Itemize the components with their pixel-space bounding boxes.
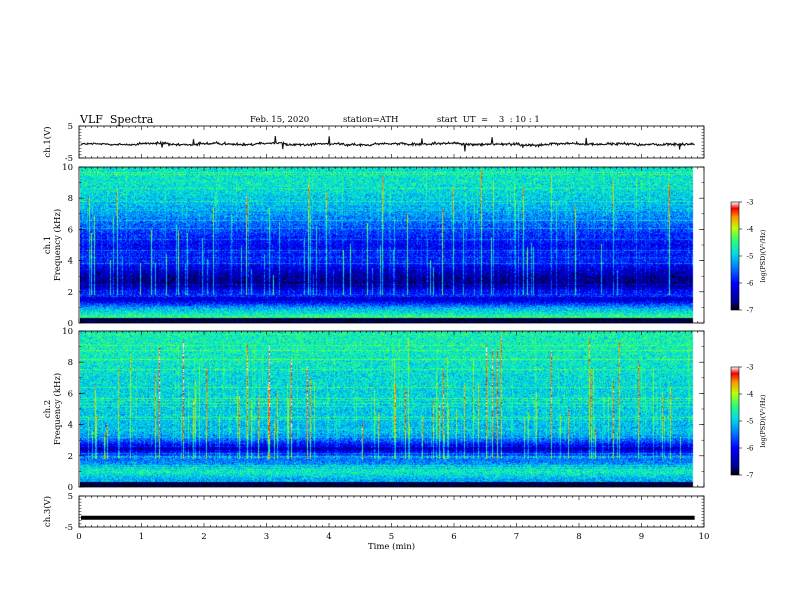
ch1-spectrogram-cb-tick-label: -4 xyxy=(747,226,754,234)
ch2-spectrogram-ylabel-line: ch.2 xyxy=(43,400,53,418)
ch1-spectrogram-colorbar xyxy=(730,201,740,311)
ch1-waveform-ytick-label: 5 xyxy=(68,122,73,132)
ch1-waveform-trace xyxy=(80,136,695,152)
ch2-spectrogram-cb-label-line: log(PSD)(V²/Hz) xyxy=(759,394,767,447)
x-tick-label: 5 xyxy=(389,532,394,542)
ch2-spectrogram-cb-tick-label: -5 xyxy=(747,418,754,426)
ch2-spectrogram-ylabel: ch.2 Frequency (kHz) xyxy=(43,373,63,445)
ch2-spectrogram-colorbar xyxy=(730,366,740,476)
ch2-spectrogram-ytick-label: 2 xyxy=(68,452,73,462)
ch2-spectrogram-heatmap xyxy=(80,331,700,487)
x-tick-label: 0 xyxy=(76,532,81,542)
x-tick-label: 4 xyxy=(326,532,331,542)
ch3-waveform-ylabel: ch.3(V) xyxy=(42,496,53,527)
figure-title: VLF Spectra xyxy=(80,113,154,126)
ch1-spectrogram-ytick-label: 4 xyxy=(68,257,73,267)
ch2-spectrogram-ylabel-line: Frequency (kHz) xyxy=(52,373,63,445)
ch1-spectrogram-cb-tick-label: -5 xyxy=(747,253,754,261)
ch1-waveform-ticks xyxy=(78,126,705,158)
ch1-spectrogram-cb-label: log(PSD)(V²/Hz) xyxy=(759,229,767,282)
ch3-waveform-ytick-label: -5 xyxy=(65,523,73,533)
x-axis-label: Time (min) xyxy=(368,541,415,552)
ch2-spectrogram-cb-tick-label: -4 xyxy=(747,391,754,399)
ch1-spectrogram-ytick-label: 8 xyxy=(68,194,73,204)
ch3-waveform-ytick-label: 5 xyxy=(68,492,73,502)
ch1-waveform-ylabel-line: ch.1(V) xyxy=(42,126,53,157)
x-tick-label: 6 xyxy=(451,532,456,542)
station-label: station=ATH xyxy=(343,115,399,125)
x-tick-label: 1 xyxy=(139,532,144,542)
ch1-spectrogram-cb-label-line: log(PSD)(V²/Hz) xyxy=(759,229,767,282)
ch3-waveform-frame xyxy=(78,495,705,528)
x-tick-label: 10 xyxy=(699,532,710,542)
date-label: Feb. 15, 2020 xyxy=(250,115,310,125)
ch1-spectrogram-cb-tick-label: -7 xyxy=(747,307,754,315)
ch1-waveform-ytick-label: -5 xyxy=(65,154,73,164)
ch2-spectrogram-ticks xyxy=(78,331,705,487)
ch1-spectrogram-ytick-label: 0 xyxy=(68,319,73,329)
ch1-waveform-frame xyxy=(78,125,705,159)
x-tick-label: 3 xyxy=(264,532,269,542)
ch1-spectrogram-ylabel: ch.1 Frequency (kHz) xyxy=(43,209,63,281)
ch2-spectrogram-cb-tick-label: -7 xyxy=(747,472,754,480)
ch2-spectrogram-cb-tick-label: -6 xyxy=(747,445,754,453)
ch2-spectrogram-ytick-label: 0 xyxy=(68,483,73,493)
ch3-waveform-ticks xyxy=(78,496,705,527)
ch1-spectrogram-heatmap xyxy=(80,167,700,323)
ch1-waveform-ylabel: ch.1(V) xyxy=(42,126,53,157)
ch1-spectrogram-ticks xyxy=(78,167,705,323)
ch2-spectrogram-ytick-label: 4 xyxy=(68,421,73,431)
ch2-spectrogram-cb-label: log(PSD)(V²/Hz) xyxy=(759,394,767,447)
ch2-spectrogram-ytick-label: 6 xyxy=(68,389,73,399)
ch1-spectrogram-ylabel-line: Frequency (kHz) xyxy=(52,209,63,281)
start-time-label: start UT = 3 : 10 : 1 xyxy=(437,115,540,125)
ch1-spectrogram-cb-tick-label: -3 xyxy=(747,199,754,207)
ch1-spectrogram-ytick-label: 10 xyxy=(62,163,73,173)
ch2-spectrogram-ytick-label: 8 xyxy=(68,358,73,368)
ch3-waveform-ylabel-line: ch.3(V) xyxy=(42,496,53,527)
x-tick-label: 7 xyxy=(514,532,519,542)
x-tick-label: 8 xyxy=(576,532,581,542)
ch2-spectrogram-cb-tick-label: -3 xyxy=(747,364,754,372)
ch1-spectrogram-cb-tick-label: -6 xyxy=(747,280,754,288)
ch1-spectrogram-ytick-label: 2 xyxy=(68,288,73,298)
ch2-spectrogram-ytick-label: 10 xyxy=(62,327,73,337)
x-tick-label: 9 xyxy=(639,532,644,542)
ch1-spectrogram-ylabel-line: ch.1 xyxy=(43,236,53,254)
x-tick-label: 2 xyxy=(201,532,206,542)
ch1-spectrogram-ytick-label: 6 xyxy=(68,225,73,235)
